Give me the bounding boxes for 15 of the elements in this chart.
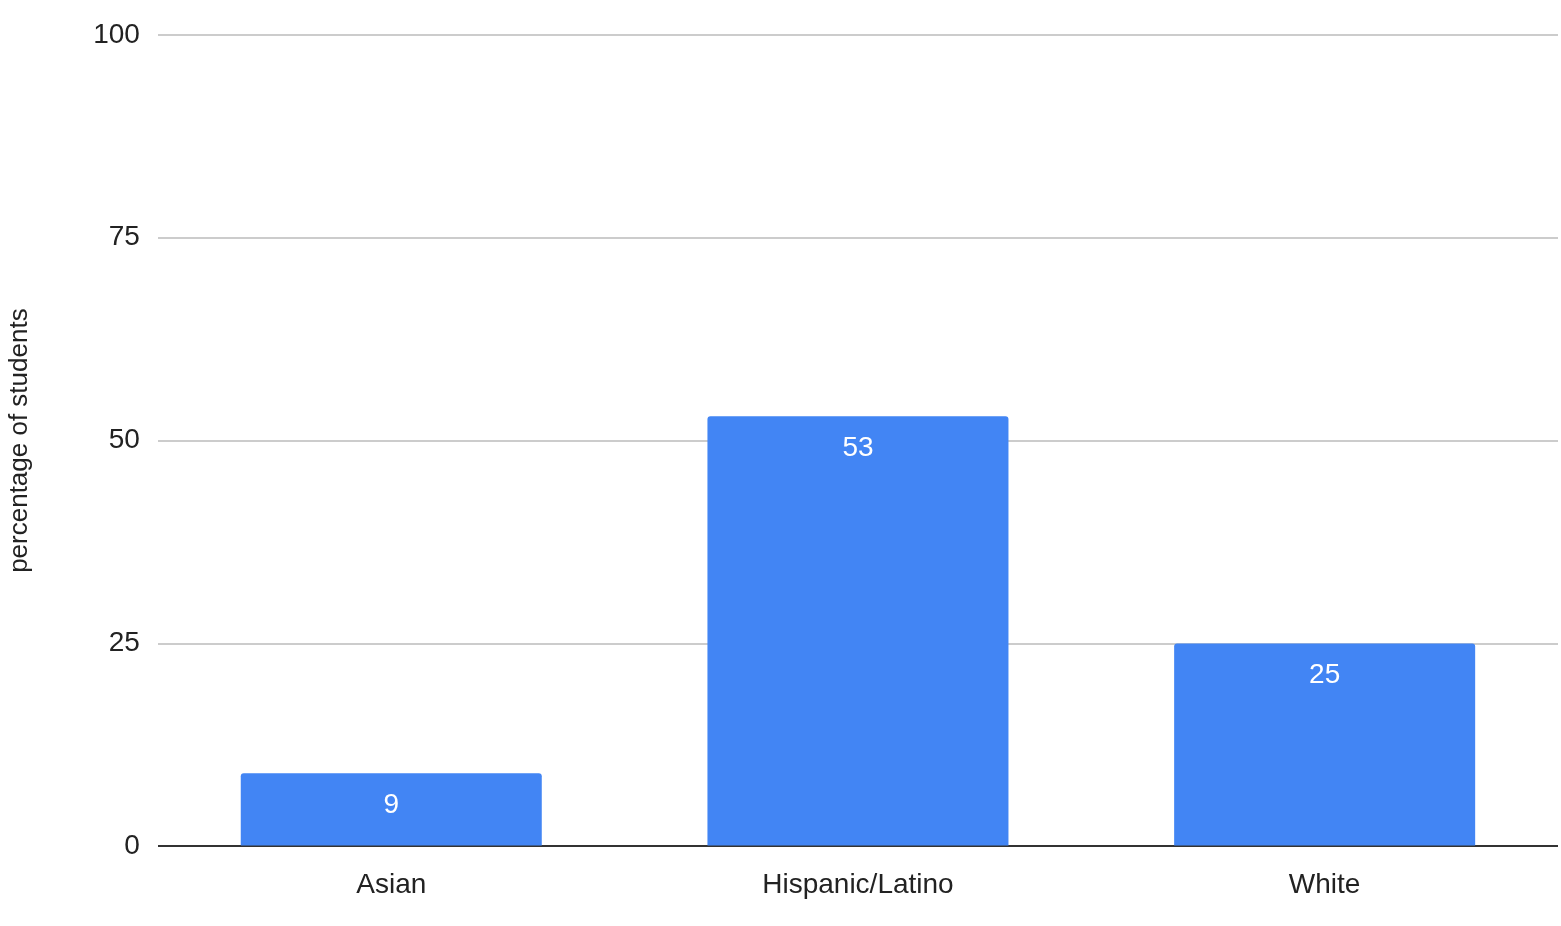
y-axis-title: percentage of students — [2, 308, 33, 573]
x-tick-label: Hispanic/Latino — [762, 867, 954, 899]
y-tick-label: 25 — [108, 626, 140, 658]
y-tick-label: 50 — [108, 423, 140, 455]
y-tick-label: 75 — [108, 220, 140, 252]
data-label: 25 — [1309, 658, 1341, 690]
bar — [707, 416, 1009, 846]
data-label: 53 — [842, 430, 874, 462]
bar — [240, 773, 542, 846]
y-tick-label: 0 — [124, 829, 140, 861]
x-tick-label: White — [1288, 867, 1361, 899]
x-tick-label: Asian — [356, 867, 427, 899]
y-tick-label: 100 — [93, 17, 140, 49]
bar — [1174, 643, 1476, 846]
data-label: 9 — [383, 788, 400, 820]
